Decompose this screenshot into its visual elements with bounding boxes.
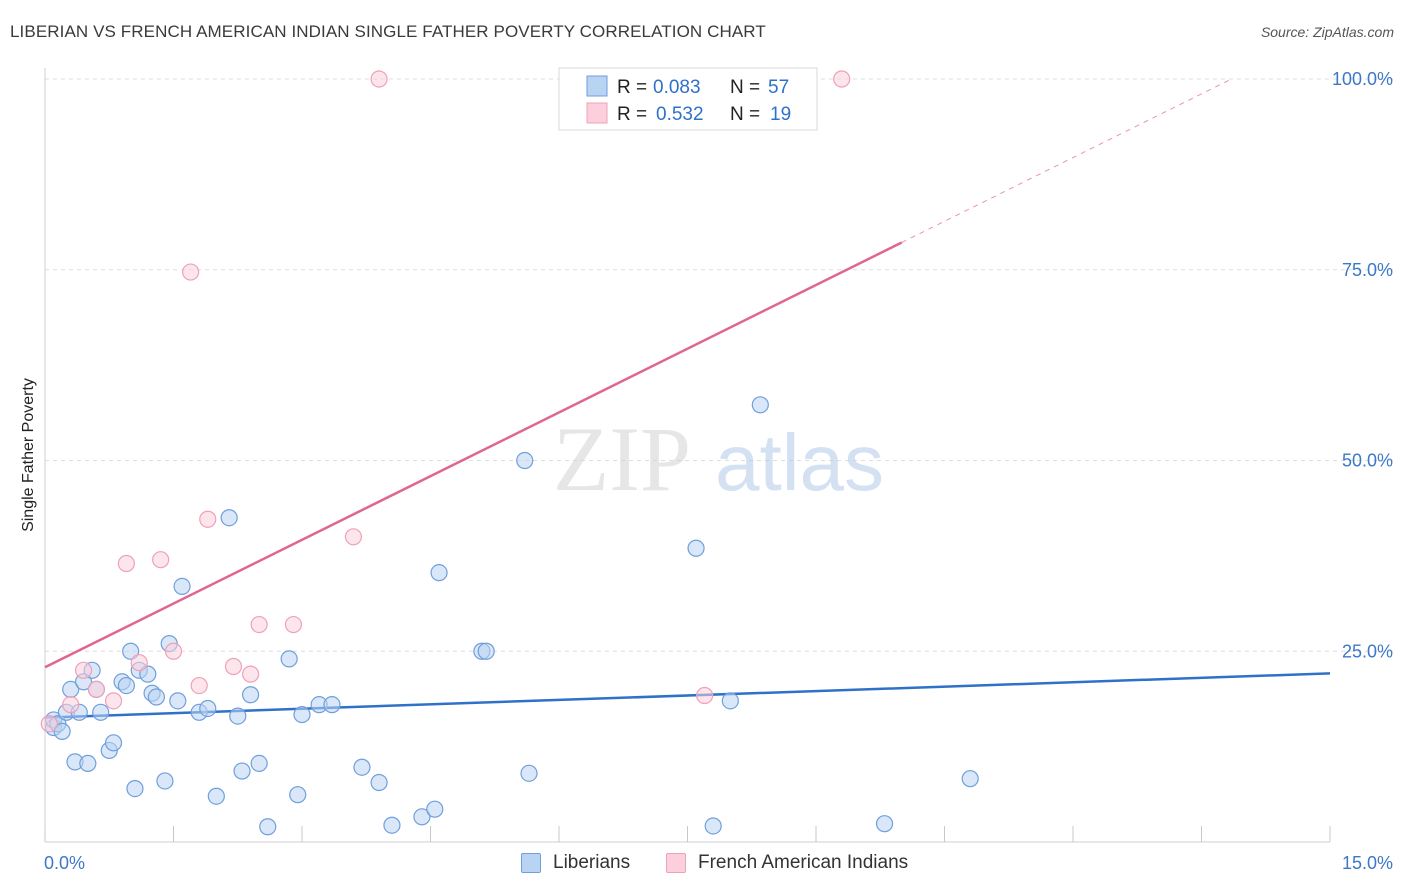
legend-r-value-1: 0.083 [653,77,701,98]
y-tick-label-1: 50.0% [1342,451,1393,471]
point-french-american-indians-19 [833,70,851,88]
point-liberians-12 [92,703,110,721]
point-french-american-indians-17 [370,70,388,88]
legend-r-value-2: 0.532 [656,104,704,125]
gridlines [45,78,1395,652]
point-liberians-17 [122,642,140,660]
point-french-american-indians-0 [40,715,58,733]
point-liberians-37 [289,786,307,804]
point-french-american-indians-5 [117,554,135,573]
data-points [40,70,979,836]
point-liberians-38 [293,705,311,724]
point-liberians-54 [751,396,769,414]
trend-line-extension-1 [901,78,1232,243]
point-liberians-44 [413,808,431,826]
point-french-american-indians-8 [164,642,183,660]
point-french-american-indians-2 [74,661,93,679]
legend-n-value-1: 57 [768,77,789,98]
point-french-american-indians-18 [696,686,714,705]
point-liberians-18 [126,779,144,798]
point-liberians-48 [477,642,495,660]
point-liberians-25 [169,692,187,710]
point-french-american-indians-11 [199,510,217,528]
source-credit: Source: ZipAtlas.com [1260,24,1394,40]
point-liberians-22 [147,688,165,706]
point-liberians-46 [430,564,448,582]
point-french-american-indians-16 [344,528,362,546]
point-liberians-31 [229,707,247,725]
point-liberians-50 [520,764,538,782]
point-french-american-indians-7 [152,551,170,569]
point-liberians-49 [516,451,534,470]
point-french-american-indians-13 [242,665,260,683]
watermark: ZIP atlas [553,408,884,510]
point-liberians-26 [173,577,191,595]
point-liberians-55 [875,815,894,833]
french-american-indians-swatch-icon [666,853,686,873]
axes [44,68,1331,843]
point-french-american-indians-1 [62,696,80,714]
watermark-atlas: atlas [715,418,884,507]
point-liberians-23 [156,772,174,790]
trend-line-0 [44,672,1331,719]
legend-n-label-1: N = [730,77,760,98]
point-french-american-indians-9 [182,263,200,281]
y-tick-label-3: 100.0% [1332,69,1393,89]
point-liberians-29 [207,787,225,805]
trend-line-1 [44,241,903,669]
legend-label-french-american-indians: French American Indians [698,852,909,873]
point-liberians-16 [117,676,135,695]
legend-n-value-2: 19 [770,104,791,125]
point-french-american-indians-12 [224,657,243,676]
point-liberians-3 [53,722,71,740]
point-liberians-36 [280,650,298,668]
legend-swatch-liberians [586,75,608,97]
stats-legend: R = 0.083 N = 57 R = 0.532 N = 19 [558,67,818,131]
y-tick-label-2: 75.0% [1342,260,1393,280]
point-liberians-40 [323,696,341,714]
point-liberians-20 [139,665,157,683]
point-liberians-9 [79,754,97,773]
point-liberians-33 [242,686,260,704]
point-liberians-45 [426,800,444,818]
y-tick-label-0: 25.0% [1342,641,1393,661]
point-liberians-32 [233,762,251,780]
legend-item-liberians[interactable]: Liberians [521,852,630,874]
legend-label-liberians: Liberians [553,852,631,873]
point-french-american-indians-4 [104,692,123,710]
point-french-american-indians-15 [284,615,303,634]
liberians-swatch-icon [521,853,541,873]
point-liberians-41 [353,758,371,776]
point-liberians-56 [961,770,979,788]
point-liberians-51 [687,539,705,557]
point-liberians-35 [259,818,277,836]
chart-title: LIBERIAN VS FRENCH AMERICAN INDIAN SINGL… [10,22,766,41]
point-french-american-indians-3 [87,680,106,699]
point-liberians-14 [104,734,123,752]
point-french-american-indians-10 [190,676,208,695]
point-liberians-28 [199,699,217,718]
point-liberians-42 [370,773,388,792]
legend-swatch-french-american-indians [586,102,608,124]
watermark-zip: ZIP [553,408,691,510]
point-liberians-52 [704,817,722,835]
point-french-american-indians-14 [250,615,268,634]
legend-r-label-1: R = [617,77,647,98]
point-liberians-30 [220,509,238,527]
point-liberians-34 [250,754,268,773]
tick-labels: 25.0% 50.0% 75.0% 100.0% 0.0% 15.0% [44,69,1393,873]
legend-n-label-2: N = [730,104,760,125]
x-tick-label-max: 15.0% [1342,853,1393,873]
point-liberians-53 [721,692,739,710]
x-tick-label-min: 0.0% [44,853,85,873]
legend-r-label-2: R = [617,104,647,125]
legend-item-french-american-indians[interactable]: French American Indians [666,852,908,874]
point-french-american-indians-6 [130,654,148,672]
trend-lines [44,78,1331,719]
point-liberians-43 [383,816,401,834]
